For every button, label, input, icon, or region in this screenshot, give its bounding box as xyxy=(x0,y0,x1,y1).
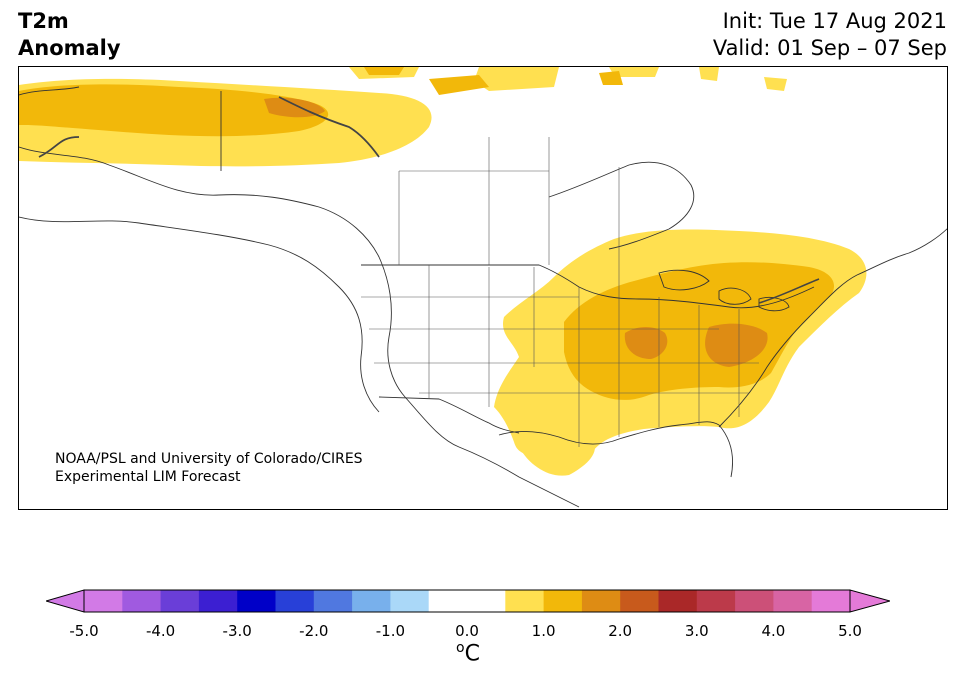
colorbar-cell xyxy=(275,590,315,612)
coastline-pacific xyxy=(19,216,380,413)
colorbar-tick-label: -2.0 xyxy=(299,622,329,640)
colorbar-cell xyxy=(237,590,276,612)
colorbar-tick-label: 3.0 xyxy=(684,622,709,640)
colorbar-tick-label: 0.0 xyxy=(455,622,479,640)
title-line-2: Anomaly xyxy=(18,36,121,60)
coastline-gulf xyxy=(498,421,733,478)
colorbar-cell xyxy=(390,590,430,612)
coastline-alaska xyxy=(19,86,580,508)
colorbar-cells xyxy=(84,590,851,612)
colorbar-under-arrow xyxy=(46,589,85,613)
coastline-hudson xyxy=(548,161,695,250)
colorbar-cell xyxy=(198,590,238,612)
colorbar-tick-label: -5.0 xyxy=(69,622,99,640)
unit-degree: o xyxy=(456,640,465,656)
colorbar-tick-label: -1.0 xyxy=(375,622,406,640)
colorbar-cell xyxy=(313,590,353,612)
anomaly-arctic-3 xyxy=(474,67,559,91)
anomaly-arctic-2 xyxy=(364,67,404,75)
river-st-lawrence xyxy=(758,278,820,304)
province-lines xyxy=(398,137,620,299)
anomaly-arctic-6 xyxy=(599,71,623,85)
border-us-mexico xyxy=(378,396,520,434)
colorbar-tick-label: -3.0 xyxy=(222,622,252,640)
colorbar xyxy=(46,589,890,613)
colorbar-cell xyxy=(581,590,621,612)
colorbar-tick-label: 5.0 xyxy=(838,622,862,640)
map-panel xyxy=(18,66,948,510)
colorbar-over-arrow xyxy=(849,589,890,613)
anomaly-map xyxy=(19,67,947,508)
colorbar-cell xyxy=(505,590,545,612)
colorbar-tick-label: 1.0 xyxy=(531,622,556,640)
init-date: Init: Tue 17 Aug 2021 xyxy=(722,9,947,33)
colorbar-tick-label: 4.0 xyxy=(761,622,786,640)
colorbar-cell xyxy=(620,590,659,612)
unit-letter: C xyxy=(464,641,480,667)
great-lakes xyxy=(658,269,790,312)
valid-dates: Valid: 01 Sep – 07 Sep xyxy=(712,36,947,60)
colorbar-cell xyxy=(735,590,774,612)
anomaly-alaska-gold xyxy=(19,84,329,137)
colorbar-unit: oC xyxy=(448,640,488,666)
map-title: T2m Anomaly xyxy=(18,8,121,62)
anomaly-arctic-5 xyxy=(609,67,659,77)
forecast-dates: Init: Tue 17 Aug 2021 Valid: 01 Sep – 07… xyxy=(713,8,947,62)
river-yukon xyxy=(38,96,380,158)
colorbar-cell xyxy=(696,590,736,612)
anomaly-midwest-orange xyxy=(624,327,668,359)
title-line-1: T2m xyxy=(18,9,69,33)
credit-line-1: NOAA/PSL and University of Colorado/CIRE… xyxy=(55,451,363,467)
state-lines xyxy=(361,265,759,447)
anomaly-mexico-light xyxy=(519,402,595,476)
coastline-atlantic xyxy=(718,228,947,428)
colorbar-cell xyxy=(122,590,162,612)
colorbar-cell xyxy=(773,590,813,612)
colorbar-cell xyxy=(467,590,506,612)
anomaly-arctic-8 xyxy=(764,77,787,91)
credit-line-2: Experimental LIM Forecast xyxy=(55,469,241,485)
anomaly-ohio-orange xyxy=(705,323,768,367)
colorbar-cell xyxy=(811,590,851,612)
anomaly-arctic-4 xyxy=(429,75,489,95)
colorbar-cell xyxy=(658,590,698,612)
colorbar-tick-label: -4.0 xyxy=(145,622,176,640)
border-us-canada xyxy=(361,264,815,309)
colorbar-cell xyxy=(352,590,391,612)
colorbar-cell xyxy=(84,590,123,612)
credit-text: NOAA/PSL and University of Colorado/CIRE… xyxy=(55,450,363,486)
colorbar-tick-label: 2.0 xyxy=(608,622,633,640)
colorbar-cell xyxy=(543,590,583,612)
colorbar-outline xyxy=(83,589,851,613)
colorbar-cell xyxy=(428,590,468,612)
colorbar-cell xyxy=(160,590,200,612)
anomaly-arctic-7 xyxy=(699,67,719,81)
